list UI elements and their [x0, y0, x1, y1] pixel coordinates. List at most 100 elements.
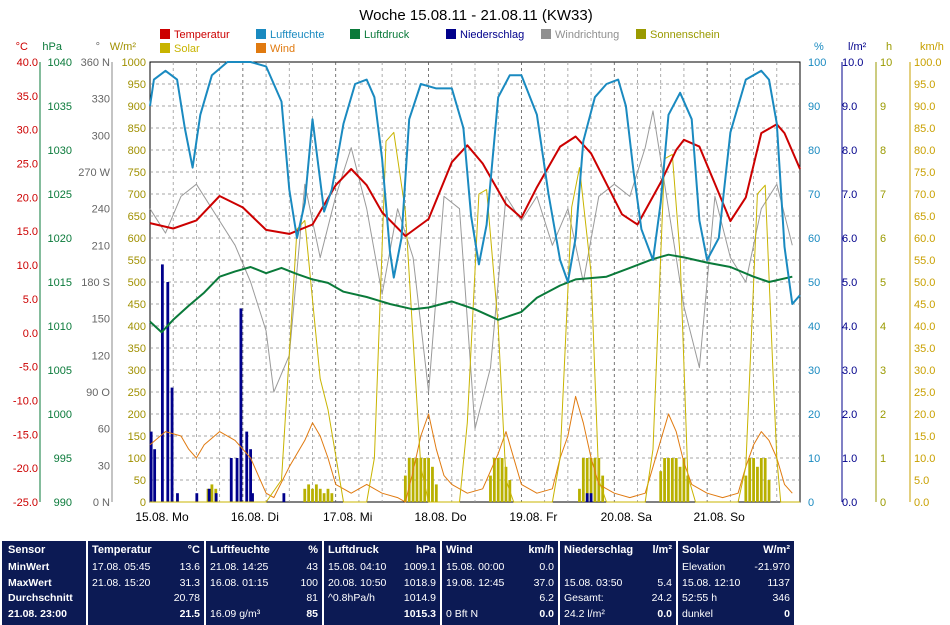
legend-label: Luftfeuchte [270, 29, 324, 41]
sun-axis-tick: 7 [880, 189, 886, 201]
sunshine-bar [763, 458, 767, 502]
sunshine-bar [589, 458, 593, 502]
x-tick-label: 17.08. Mi [323, 510, 372, 524]
stats-cell-label: 21.08. 14:25 [210, 561, 269, 573]
stats-luftdruck-unit: hPa [415, 544, 436, 556]
solar-axis-tick: 750 [128, 167, 146, 179]
stats-cell-label: 17.08. 05:45 [92, 561, 151, 573]
x-tick-label: 15.08. Mo [135, 510, 189, 524]
wind-axis-tick: 55.0 [914, 255, 935, 267]
sunshine-bar [489, 475, 492, 502]
stats-luftfeuchte-title: Luftfeuchte [210, 544, 270, 556]
stats-label-avg: Durchschnitt [8, 592, 73, 604]
stats-row: 15.08. 12:10 1137 [682, 577, 790, 592]
stats-cell-value: 0.0 [539, 561, 554, 573]
stats-row: 16.08. 01:15 100 [210, 577, 318, 592]
legend-label: Wind [270, 43, 295, 55]
wind-axis-tick: 30.0 [914, 365, 935, 377]
stats-label-current: 21.08. 23:00 [8, 608, 67, 620]
direction-axis-tick: 90 O [86, 387, 110, 399]
rain-bar [153, 449, 157, 502]
stats-niederschlag-title: Niederschlag [564, 544, 634, 556]
humidity-axis-tick: 90 [808, 101, 820, 113]
stats-cell-value: -21.970 [754, 561, 790, 573]
rain-bar [195, 493, 199, 502]
rain-axis-tick: 7.0 [842, 189, 857, 201]
stats-niederschlag-unit: l/m² [652, 544, 672, 556]
legend-swatch [256, 29, 266, 39]
direction-axis-tick: 60 [98, 424, 110, 436]
stats-cell-value: 37.0 [533, 577, 554, 589]
pressure-axis-tick: 995 [54, 453, 72, 465]
wind-axis-tick: 100.0 [914, 57, 942, 69]
stats-label-min: MinWert [8, 561, 50, 573]
stats-cell-label: dunkel [682, 608, 713, 620]
solar-axis-tick: 200 [128, 409, 146, 421]
rain-bar [207, 488, 211, 502]
humidity-axis-tick: 20 [808, 409, 820, 421]
solar-axis-tick: 150 [128, 431, 146, 443]
humidity-axis-tick: 80 [808, 145, 820, 157]
temp-axis-tick: 10.0 [17, 260, 38, 272]
sunshine-bar [415, 458, 419, 502]
stats-cell-label: Elevation [682, 561, 726, 573]
rain-axis-tick: 2.0 [842, 409, 857, 421]
sunshine-bar [403, 475, 407, 502]
direction-axis-tick: 210 [92, 240, 110, 252]
direction-axis-tick: 240 [92, 204, 110, 216]
rain-axis-tick: 0.0 [842, 497, 857, 509]
direction-axis-tick: 330 [92, 94, 110, 106]
humidity-axis-tick: 30 [808, 365, 820, 377]
humidity-axis-tick: 10 [808, 453, 820, 465]
sunshine-bar [314, 484, 318, 502]
stats-cell-label: 0 Bft N [446, 608, 479, 620]
statistics-table: Sensor MinWert MaxWert Durchschnitt 21.0… [0, 541, 950, 625]
stats-panel-temperatur: Temperatur °C 17.08. 05:45 13.6 21.08. 15:20… [88, 541, 204, 625]
stats-temperatur-title: Temperatur [92, 544, 152, 556]
wind-axis-tick: 75.0 [914, 167, 935, 179]
stats-cell-value: 100 [300, 577, 318, 589]
stats-cell-label: 24.2 l/m² [564, 608, 605, 620]
sunshine-bar [581, 458, 585, 502]
sunshine-bar [686, 475, 690, 502]
stats-row: 6.2 [446, 592, 554, 607]
temp-axis-tick: -20.0 [13, 463, 38, 475]
stats-panel-niederschlag: Niederschlag l/m² 15.08. 03:50 5.4 Gesamt: 24… [560, 541, 676, 625]
wind-axis-tick: 60.0 [914, 233, 935, 245]
rain-bar [160, 264, 164, 502]
sunshine-bar [303, 488, 307, 502]
temp-axis-tick: 25.0 [17, 159, 38, 171]
x-tick-label: 20.08. Sa [601, 510, 653, 524]
stats-row: Gesamt: 24.2 [564, 592, 672, 607]
stats-cell-value: 0 [784, 608, 790, 620]
stats-cell-value: 6.2 [539, 592, 554, 604]
sunshine-bar [601, 475, 605, 502]
temp-axis-tick: 40.0 [17, 57, 38, 69]
rain-bar [589, 493, 593, 502]
stats-panel-sensor: Sensor MinWert MaxWert Durchschnitt 21.0… [2, 541, 86, 625]
wind-axis-tick: 0.0 [914, 497, 929, 509]
direction-axis-tick: 150 [92, 314, 110, 326]
rain-bar [176, 493, 179, 502]
sunshine-bar [423, 458, 427, 502]
sun-axis-tick: 8 [880, 145, 886, 157]
stats-cell-label: 20.08. 10:50 [328, 577, 387, 589]
wind-direction-line [149, 110, 793, 430]
stats-sensor-title: Sensor [8, 544, 46, 556]
pressure-axis-tick: 1015 [48, 277, 72, 289]
temp-axis-tick: -5.0 [19, 362, 38, 374]
sun-axis-tick: 6 [880, 233, 886, 245]
pressure-axis-unit: hPa [42, 41, 62, 53]
stats-solar-unit: W/m² [763, 544, 790, 556]
rain-bar [229, 458, 233, 502]
temp-axis-tick: -15.0 [13, 429, 38, 441]
direction-axis-tick: 270 W [78, 167, 110, 179]
temp-axis-tick: 15.0 [17, 226, 38, 238]
rain-bar [214, 493, 218, 502]
stats-cell-value: 0.0 [657, 608, 672, 620]
wind-axis-tick: 90.0 [914, 101, 935, 113]
stats-row: 1015.3 [328, 608, 436, 623]
stats-row: 15.08. 00:00 0.0 [446, 561, 554, 576]
direction-axis-tick: 0 N [93, 497, 110, 509]
stats-row: 52:55 h 346 [682, 592, 790, 607]
